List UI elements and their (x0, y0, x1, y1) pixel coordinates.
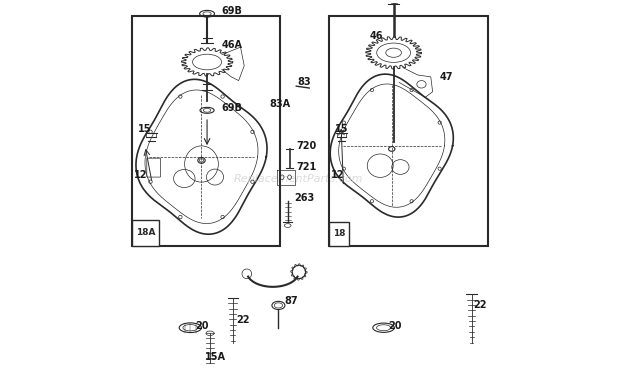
Text: 87: 87 (285, 296, 298, 306)
Text: 69B: 69B (221, 103, 242, 113)
Text: 46: 46 (370, 31, 383, 41)
Text: ReplacementParts.com: ReplacementParts.com (234, 174, 363, 184)
Text: 69B: 69B (221, 6, 242, 16)
Text: 46A: 46A (221, 40, 242, 50)
Bar (329, 16, 489, 246)
Text: 83: 83 (297, 77, 311, 87)
Text: 12: 12 (331, 170, 345, 180)
Text: 18: 18 (332, 229, 345, 238)
Text: 20: 20 (195, 321, 209, 331)
Text: 720: 720 (296, 141, 316, 151)
Text: 47: 47 (440, 72, 453, 82)
Text: 22: 22 (236, 314, 250, 325)
Bar (329, 222, 349, 246)
Text: 15: 15 (138, 124, 151, 134)
Text: 15A: 15A (205, 352, 226, 363)
Text: 20: 20 (388, 321, 402, 331)
Text: 12: 12 (133, 170, 147, 180)
Bar (131, 16, 280, 246)
Bar (131, 220, 159, 246)
Text: 83A: 83A (270, 99, 291, 109)
Text: 18A: 18A (136, 228, 156, 238)
Text: 15: 15 (335, 124, 349, 134)
Text: 263: 263 (294, 192, 314, 203)
Text: 22: 22 (474, 300, 487, 310)
Text: 721: 721 (296, 162, 316, 172)
